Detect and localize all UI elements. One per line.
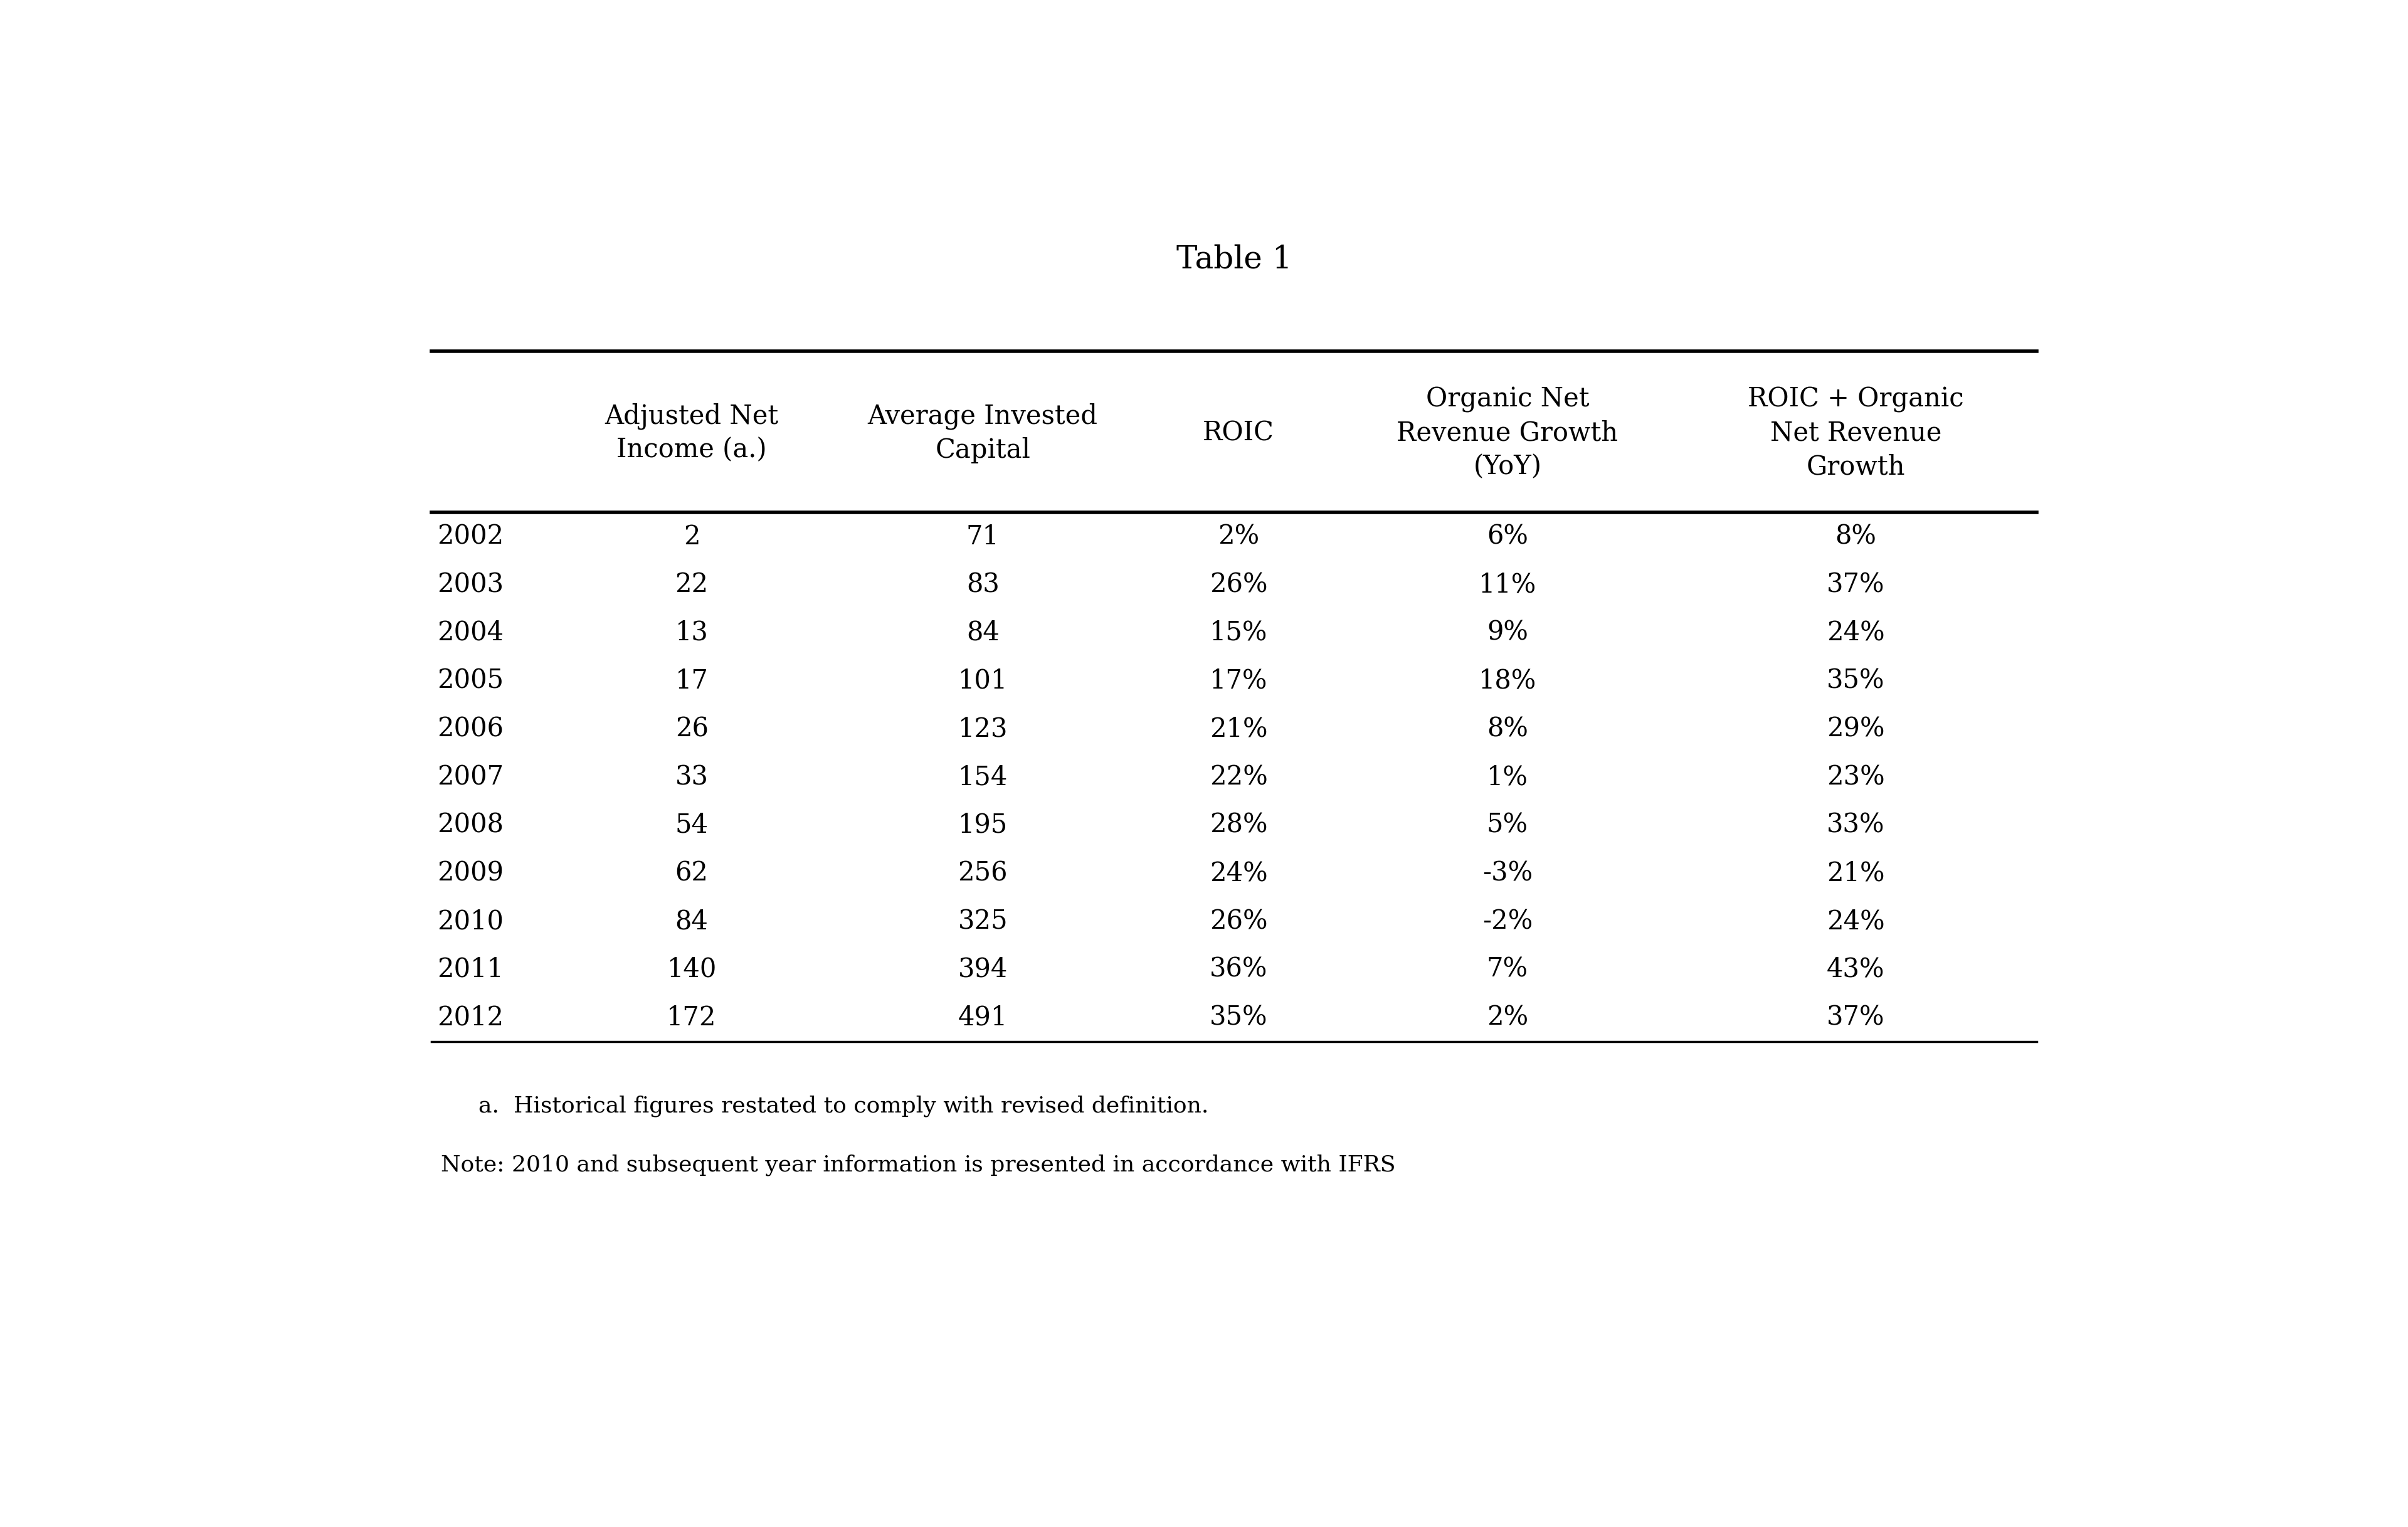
Text: 2002: 2002 bbox=[438, 524, 503, 550]
Text: 21%: 21% bbox=[1828, 860, 1885, 886]
Text: 35%: 35% bbox=[1209, 1005, 1267, 1031]
Text: 37%: 37% bbox=[1828, 571, 1885, 597]
Text: 2003: 2003 bbox=[438, 571, 503, 597]
Text: 2%: 2% bbox=[1486, 1005, 1529, 1031]
Text: -3%: -3% bbox=[1483, 860, 1531, 886]
Text: 256: 256 bbox=[958, 860, 1007, 886]
Text: 24%: 24% bbox=[1828, 620, 1885, 646]
Text: 491: 491 bbox=[958, 1005, 1007, 1031]
Text: 9%: 9% bbox=[1486, 620, 1529, 646]
Text: 28%: 28% bbox=[1209, 812, 1267, 838]
Text: 22%: 22% bbox=[1209, 764, 1267, 789]
Text: 26%: 26% bbox=[1209, 571, 1267, 597]
Text: 7%: 7% bbox=[1486, 956, 1529, 982]
Text: -2%: -2% bbox=[1483, 909, 1531, 935]
Text: 6%: 6% bbox=[1486, 524, 1529, 550]
Text: 36%: 36% bbox=[1209, 956, 1267, 982]
Text: 23%: 23% bbox=[1828, 764, 1885, 789]
Text: ROIC + Organic
Net Revenue
Growth: ROIC + Organic Net Revenue Growth bbox=[1748, 386, 1965, 479]
Text: 84: 84 bbox=[674, 909, 708, 935]
Text: 2012: 2012 bbox=[438, 1005, 503, 1031]
Text: 154: 154 bbox=[958, 764, 1007, 789]
Text: 71: 71 bbox=[966, 524, 999, 550]
Text: Adjusted Net
Income (a.): Adjusted Net Income (a.) bbox=[604, 403, 778, 463]
Text: 26%: 26% bbox=[1209, 909, 1267, 935]
Text: 21%: 21% bbox=[1209, 716, 1267, 742]
Text: 101: 101 bbox=[958, 667, 1007, 693]
Text: 24%: 24% bbox=[1828, 909, 1885, 935]
Text: 17: 17 bbox=[674, 667, 708, 693]
Text: 26: 26 bbox=[674, 716, 708, 742]
Text: 195: 195 bbox=[958, 812, 1007, 838]
Text: 11%: 11% bbox=[1479, 571, 1536, 597]
Text: 2%: 2% bbox=[1218, 524, 1259, 550]
Text: 22: 22 bbox=[674, 571, 708, 597]
Text: 172: 172 bbox=[667, 1005, 718, 1031]
Text: ROIC: ROIC bbox=[1204, 420, 1274, 446]
Text: 2006: 2006 bbox=[438, 716, 503, 742]
Text: a.  Historical figures restated to comply with revised definition.: a. Historical figures restated to comply… bbox=[479, 1095, 1209, 1118]
Text: Table 1: Table 1 bbox=[1175, 244, 1293, 275]
Text: 5%: 5% bbox=[1486, 812, 1529, 838]
Text: 83: 83 bbox=[966, 571, 999, 597]
Text: 2011: 2011 bbox=[438, 956, 503, 982]
Text: 2: 2 bbox=[684, 524, 701, 550]
Text: 123: 123 bbox=[958, 716, 1007, 742]
Text: 15%: 15% bbox=[1209, 620, 1267, 646]
Text: 33%: 33% bbox=[1828, 812, 1885, 838]
Text: 54: 54 bbox=[674, 812, 708, 838]
Text: 325: 325 bbox=[958, 909, 1007, 935]
Text: Average Invested
Capital: Average Invested Capital bbox=[867, 403, 1098, 463]
Text: 140: 140 bbox=[667, 956, 718, 982]
Text: 62: 62 bbox=[674, 860, 708, 886]
Text: 1%: 1% bbox=[1486, 764, 1529, 789]
Text: 33: 33 bbox=[674, 764, 708, 789]
Text: Note: 2010 and subsequent year information is presented in accordance with IFRS: Note: 2010 and subsequent year informati… bbox=[441, 1154, 1397, 1176]
Text: 2004: 2004 bbox=[438, 620, 503, 646]
Text: 2009: 2009 bbox=[438, 860, 503, 886]
Text: 2007: 2007 bbox=[438, 764, 503, 789]
Text: 17%: 17% bbox=[1209, 667, 1267, 693]
Text: 2010: 2010 bbox=[438, 909, 503, 935]
Text: 2005: 2005 bbox=[438, 667, 503, 693]
Text: 29%: 29% bbox=[1828, 716, 1885, 742]
Text: 13: 13 bbox=[674, 620, 708, 646]
Text: 18%: 18% bbox=[1479, 667, 1536, 693]
Text: 84: 84 bbox=[966, 620, 999, 646]
Text: 394: 394 bbox=[958, 956, 1007, 982]
Text: 37%: 37% bbox=[1828, 1005, 1885, 1031]
Text: 43%: 43% bbox=[1828, 956, 1885, 982]
Text: 35%: 35% bbox=[1828, 667, 1885, 693]
Text: Organic Net
Revenue Growth
(YoY): Organic Net Revenue Growth (YoY) bbox=[1397, 386, 1618, 479]
Text: 8%: 8% bbox=[1486, 716, 1529, 742]
Text: 2008: 2008 bbox=[438, 812, 503, 838]
Text: 8%: 8% bbox=[1835, 524, 1876, 550]
Text: 24%: 24% bbox=[1209, 860, 1267, 886]
